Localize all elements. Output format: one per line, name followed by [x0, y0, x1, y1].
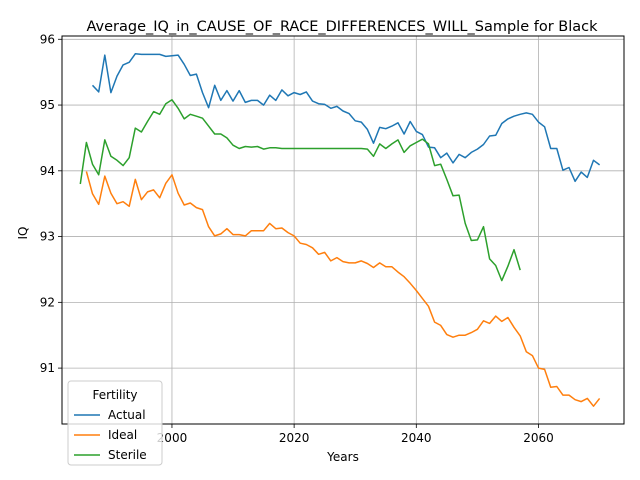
- series-line-actual: [91, 53, 601, 183]
- legend-label-actual: Actual: [108, 408, 146, 422]
- legend-title: Fertility: [92, 388, 137, 402]
- y-tick-label: 95: [40, 98, 55, 112]
- legend-label-sterile: Sterile: [108, 448, 147, 462]
- y-axis-ticks: 91 92 93 94 95 96: [40, 32, 62, 375]
- y-axis-label: IQ: [16, 227, 30, 240]
- legend-label-ideal: Ideal: [108, 428, 137, 442]
- series-line-ideal: [85, 171, 601, 407]
- y-tick-label: 94: [40, 164, 55, 178]
- x-tick-label: 2020: [279, 431, 310, 445]
- series-group: [79, 53, 601, 407]
- y-tick-label: 96: [40, 32, 55, 46]
- x-axis-label: Years: [326, 450, 359, 464]
- x-tick-label: 2060: [523, 431, 554, 445]
- plot-frame: [61, 35, 625, 425]
- grid-lines: [62, 36, 624, 424]
- x-tick-label: 2040: [401, 431, 432, 445]
- chart-title: Average_IQ_in_CAUSE_OF_RACE_DIFFERENCES_…: [86, 19, 598, 35]
- legend-box: [67, 380, 163, 466]
- legend: Fertility Actual Ideal Sterile: [67, 380, 163, 466]
- series-line-sterile: [79, 99, 521, 282]
- y-tick-label: 93: [40, 230, 55, 244]
- x-tick-label: 2000: [157, 431, 188, 445]
- x-axis-ticks: 2000 2020 2040 2060: [157, 424, 554, 445]
- legend-items: Actual Ideal Sterile: [74, 408, 147, 462]
- y-tick-label: 92: [40, 295, 55, 309]
- y-tick-label: 91: [40, 361, 55, 375]
